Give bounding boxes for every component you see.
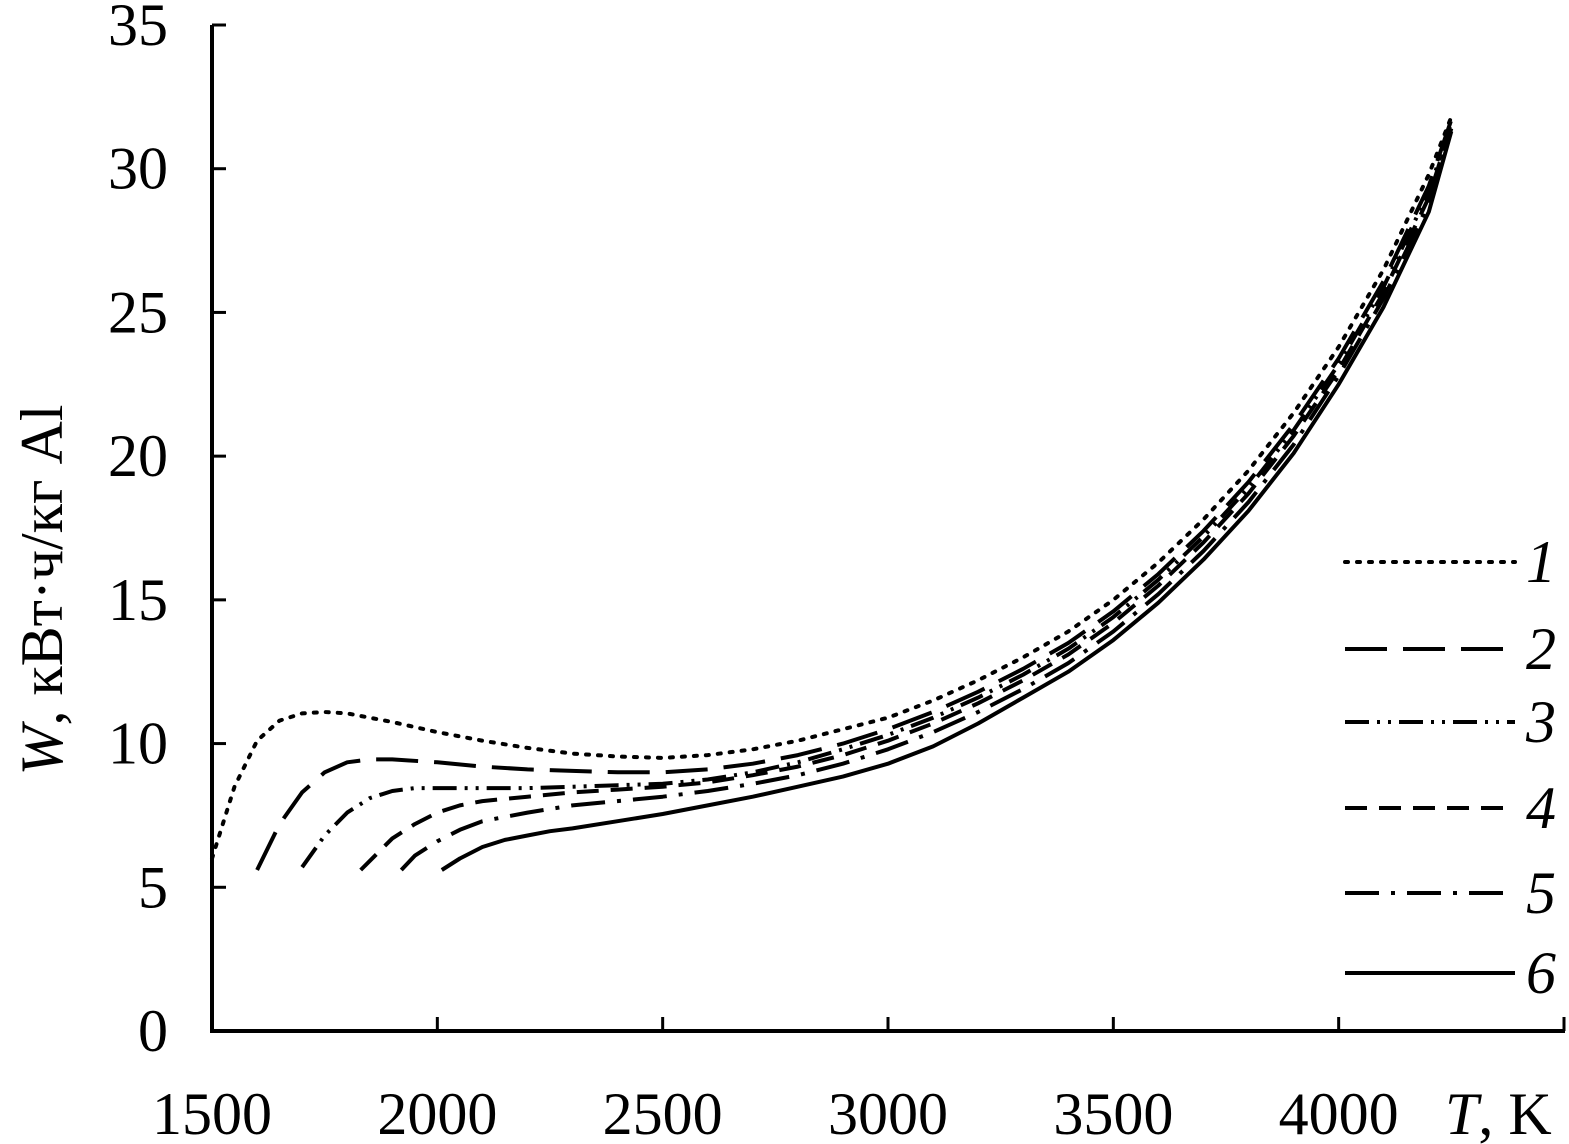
y-tick-label: 30 [108, 136, 168, 202]
legend-label-4: 4 [1526, 775, 1556, 841]
series-line-6 [440, 130, 1454, 872]
series-line-1 [210, 115, 1454, 861]
y-tick-label: 0 [138, 998, 168, 1064]
x-tick-label: 1500 [152, 1081, 272, 1144]
y-tick-label: 20 [108, 423, 168, 489]
x-tick-label: 2500 [603, 1081, 723, 1144]
x-tick-label: 4000 [1279, 1081, 1399, 1144]
y-axis-title: W, кВт·ч/кг Al [9, 405, 75, 776]
legend-label-6: 6 [1526, 940, 1556, 1006]
legend-label-3: 3 [1525, 689, 1556, 755]
legend-label-5: 5 [1526, 860, 1556, 926]
y-axis-variable: W [9, 720, 75, 775]
x-ticks: 1500 2000 2500 3000 3500 4000 [152, 1017, 1566, 1144]
legend-label-2: 2 [1526, 616, 1556, 682]
plot-lines [210, 115, 1454, 872]
x-tick-label: 3500 [1053, 1081, 1173, 1144]
y-tick-label: 15 [108, 567, 168, 633]
x-tick-label: 3000 [828, 1081, 948, 1144]
y-tick-label: 10 [108, 711, 168, 777]
series-line-4 [359, 125, 1454, 872]
x-axis-variable: T [1445, 1081, 1482, 1144]
legend: 1 2 3 4 5 6 [1343, 529, 1556, 1006]
y-ticks: 0 5 10 15 20 25 30 35 [108, 0, 226, 1064]
series-line-3 [300, 122, 1454, 869]
x-axis-unit: , K [1478, 1081, 1551, 1144]
legend-label-1: 1 [1526, 529, 1556, 595]
y-tick-label: 25 [108, 279, 168, 345]
y-tick-label: 35 [108, 0, 168, 58]
y-tick-label: 5 [138, 854, 168, 920]
x-tick-label: 2000 [377, 1081, 497, 1144]
series-line-5 [399, 127, 1454, 872]
axes [210, 25, 1565, 1033]
series-line-2 [255, 119, 1454, 871]
x-axis-title: T, K [1445, 1081, 1552, 1144]
y-axis-unit: , кВт·ч/кг Al [9, 405, 75, 726]
